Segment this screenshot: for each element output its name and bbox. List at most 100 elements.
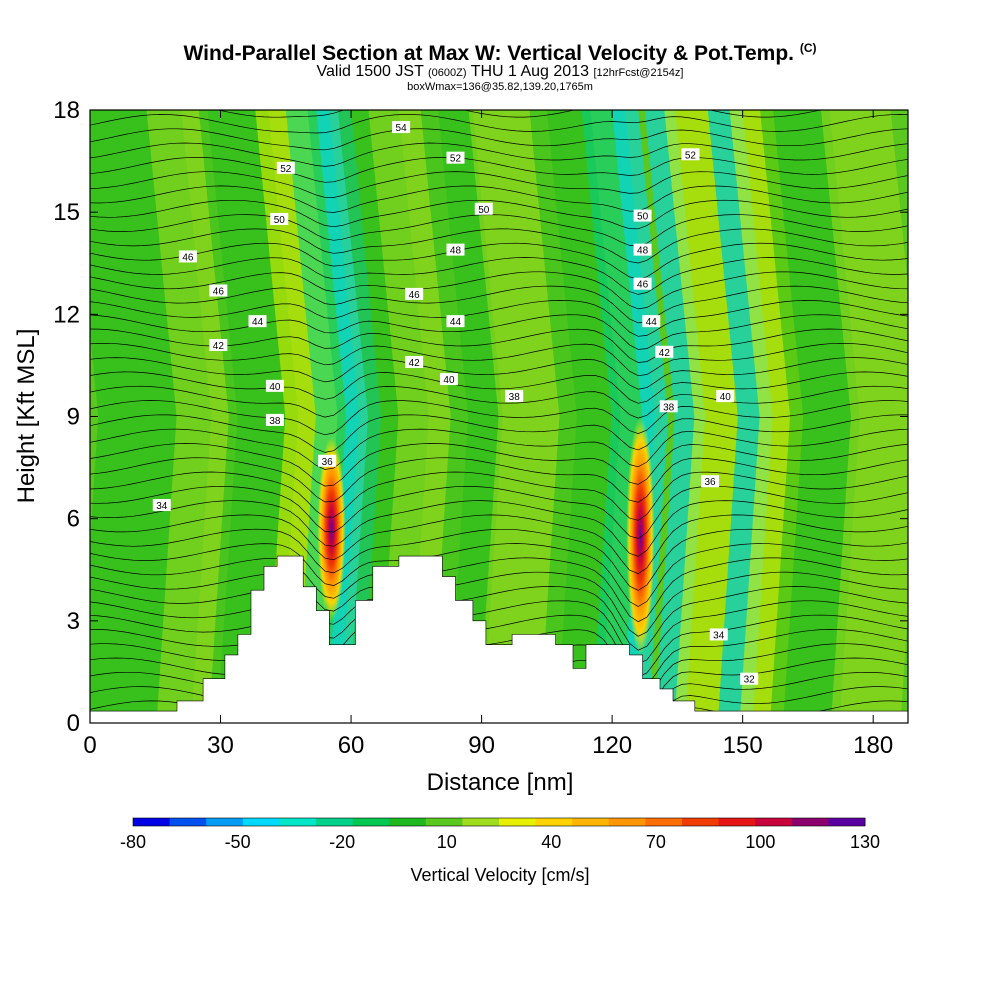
colorbar-tick-label: -50 xyxy=(225,832,251,852)
isentrope-label-bg xyxy=(248,315,267,328)
isentrope-label-bg xyxy=(474,202,493,215)
isentrope-label: 46 xyxy=(178,250,197,263)
colorbar-swatch xyxy=(352,818,390,826)
isentrope-line xyxy=(90,629,908,691)
isentrope-label-text: 40 xyxy=(720,392,732,403)
field-band xyxy=(820,110,908,723)
y-axis-label: Height [Kft MSL] xyxy=(13,329,40,504)
colorbar-swatch xyxy=(755,818,793,826)
isentrope-label: 36 xyxy=(701,475,720,488)
colorbar-swatch xyxy=(828,818,866,826)
updraft-core xyxy=(626,416,655,655)
isentrope-line xyxy=(90,86,908,103)
isentrope-label-text: 40 xyxy=(443,375,455,386)
isentrope-line xyxy=(90,457,908,503)
isentrope-line xyxy=(90,571,908,637)
isentrope-label-text: 52 xyxy=(450,154,462,165)
isentrope-label-text: 42 xyxy=(659,348,671,359)
isentrope-line xyxy=(90,614,908,678)
isentrope-labels: 34 36 38 40 42 44 46 46 50 52 54 52 50 48 46 44 42 40 38 50… xyxy=(152,121,759,686)
x-tick-label: 90 xyxy=(468,732,495,759)
isentrope-label-bg xyxy=(270,212,289,225)
isentrope-label-text: 36 xyxy=(322,457,334,468)
copyright-mark: (C) xyxy=(799,41,817,55)
chart-title: Wind-Parallel Section at Max W: Vertical… xyxy=(183,42,794,65)
isentrope-label-bg xyxy=(659,400,678,413)
isentrope-line xyxy=(90,414,908,453)
isentrope-line xyxy=(90,199,908,230)
isentrope-label-bg xyxy=(633,209,652,222)
isentrope-label-text: 46 xyxy=(637,280,649,291)
isentrope-line xyxy=(90,185,908,213)
colorbar-swatch xyxy=(791,818,829,826)
isentrope-label-bg xyxy=(392,121,411,134)
colorbar-label: Vertical Velocity [cm/s] xyxy=(410,865,589,885)
y-tick-label: 6 xyxy=(67,506,80,533)
isentrope-label: 42 xyxy=(209,338,228,352)
y-tick-label: 18 xyxy=(53,97,80,124)
isentrope-label: 50 xyxy=(474,202,493,216)
vertical-velocity-field xyxy=(90,110,908,723)
isentrope-label-text: 46 xyxy=(182,252,194,263)
colorbar-swatch xyxy=(535,818,573,826)
field-band xyxy=(760,110,860,723)
isentrope-label: 48 xyxy=(446,243,465,257)
colorbar-frame xyxy=(132,817,866,827)
isentrope-label-text: 32 xyxy=(744,675,756,686)
colorbar-swatch xyxy=(316,818,354,826)
colorbar-tick-label: 70 xyxy=(646,832,666,852)
isentrope-line xyxy=(90,557,908,623)
isentrope-label-text: 50 xyxy=(478,205,490,216)
isentrope-label: 54 xyxy=(392,121,411,134)
isentrope-line xyxy=(90,586,908,651)
isentrope-label-text: 52 xyxy=(685,150,697,161)
isentrope-line xyxy=(90,157,908,183)
isentrope-label: 44 xyxy=(248,315,267,328)
colorbar-swatch xyxy=(206,818,244,826)
isentrope-label-bg xyxy=(405,356,424,369)
isentrope-label: 38 xyxy=(505,390,524,403)
isentrope-label: 42 xyxy=(655,345,674,359)
isentrope-label-bg xyxy=(633,277,652,290)
isentrope-label-text: 46 xyxy=(409,290,421,301)
isentrope-label-text: 54 xyxy=(396,123,408,134)
updraft-core xyxy=(317,436,346,621)
isentrope-label-text: 42 xyxy=(409,358,421,369)
isentrope-label: 50 xyxy=(270,212,289,226)
isentrope-label: 44 xyxy=(446,315,465,328)
isentrope-line xyxy=(90,514,908,575)
isentrope-label-bg xyxy=(446,315,465,328)
y-tick-label: 9 xyxy=(67,404,80,431)
isentrope-line xyxy=(90,471,908,521)
isentrope-line xyxy=(90,500,908,557)
isentrope-label: 46 xyxy=(633,277,652,291)
isentrope-label-bg xyxy=(265,379,284,392)
isentrope-label-text: 46 xyxy=(213,286,225,297)
isentrope-line xyxy=(90,228,908,264)
colorbar-swatch xyxy=(279,818,317,826)
isentrope-line xyxy=(90,314,908,350)
colorbar-tick-label: -20 xyxy=(329,832,355,852)
isentrope-line xyxy=(90,357,908,390)
colorbar-swatch xyxy=(682,818,720,826)
isentrope-label-bg xyxy=(655,345,674,358)
isentrope-label-text: 44 xyxy=(252,317,264,328)
x-tick-label: 0 xyxy=(83,732,96,759)
isentrope-line xyxy=(90,371,908,404)
field-band xyxy=(612,110,669,723)
isentrope-label-bg xyxy=(681,148,700,161)
isentrope-label-text: 36 xyxy=(704,477,716,488)
x-axis-label: Distance [nm] xyxy=(427,769,574,796)
isentrope-label-bg xyxy=(740,672,759,685)
colorbar-swatch xyxy=(718,818,756,826)
isentrope-line xyxy=(90,342,908,377)
isentrope-label-bg xyxy=(716,390,735,403)
isentrope-label-text: 44 xyxy=(450,317,462,328)
isentrope-label-bg xyxy=(709,628,728,641)
isentrope-label-bg xyxy=(439,373,458,386)
isentrope-line xyxy=(90,171,908,198)
isentrope-label-text: 34 xyxy=(713,630,725,641)
isentrope-label-text: 42 xyxy=(213,341,225,352)
isentrope-line xyxy=(90,257,908,295)
